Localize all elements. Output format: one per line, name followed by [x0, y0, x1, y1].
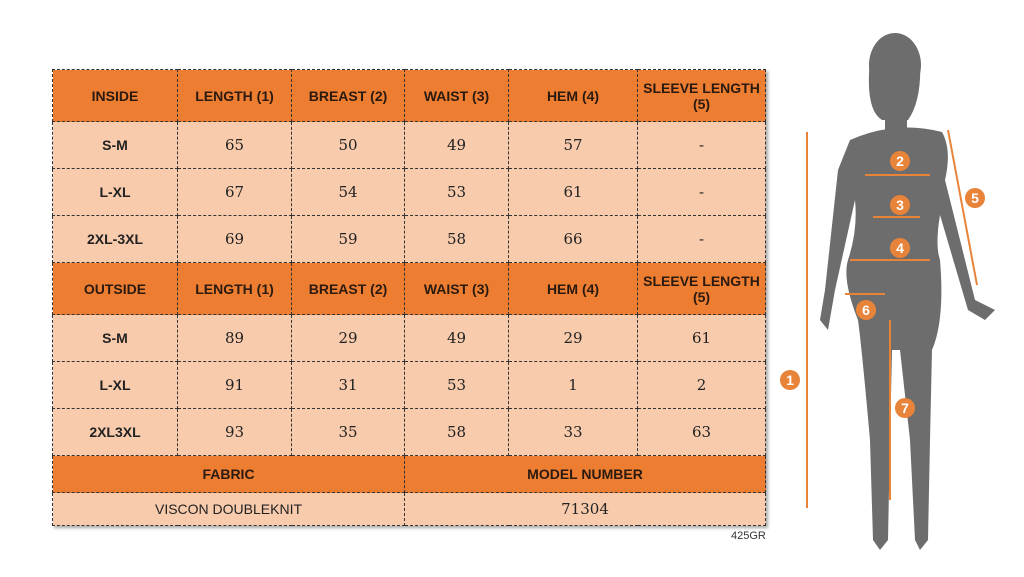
svg-text:5: 5	[971, 190, 979, 206]
column-header: OUTSIDE	[52, 262, 178, 315]
table-cell: 67	[177, 168, 292, 216]
table-cell: 31	[291, 361, 405, 409]
svg-text:7: 7	[901, 400, 909, 416]
table-cell: 58	[404, 408, 509, 456]
size-chart-table: INSIDE LENGTH (1) BREAST (2) WAIST (3) HEM (…	[52, 69, 766, 526]
table-cell: 89	[177, 314, 292, 362]
table-cell: 58	[404, 215, 509, 263]
table-cell: 33	[508, 408, 638, 456]
fabric-header: FABRIC	[52, 455, 405, 493]
model-number-header: MODEL NUMBER	[404, 455, 766, 493]
table-cell: 50	[291, 121, 405, 169]
fabric-value: VISCON DOUBLEKNIT	[52, 492, 405, 526]
table-cell: 66	[508, 215, 638, 263]
table-cell: 29	[508, 314, 638, 362]
column-header: INSIDE	[52, 69, 178, 122]
size-label: S-M	[52, 314, 178, 362]
header-row: OUTSIDE LENGTH (1) BREAST (2) WAIST (3) HEM …	[52, 262, 766, 315]
table-cell: 1	[508, 361, 638, 409]
table-cell: 57	[508, 121, 638, 169]
svg-text:2: 2	[896, 153, 904, 169]
table-cell: 63	[637, 408, 766, 456]
table-row: L-XL 67 54 53 61-	[52, 168, 766, 216]
marker-6: 6	[856, 300, 876, 320]
size-label: S-M	[52, 121, 178, 169]
table-row: S-M 65 50 49 57-	[52, 121, 766, 169]
column-header: LENGTH (1)	[177, 262, 292, 315]
size-label: L-XL	[52, 361, 178, 409]
svg-text:3: 3	[896, 197, 904, 213]
table-cell: 2	[637, 361, 766, 409]
table-cell: 35	[291, 408, 405, 456]
table-row: S-M 89 29 49 29 61	[52, 314, 766, 362]
svg-text:4: 4	[896, 240, 904, 256]
column-header: SLEEVE LENGTH (5)	[637, 69, 766, 122]
column-header: WAIST (3)	[404, 69, 509, 122]
product-code: 425GR	[731, 530, 766, 542]
table-cell: 29	[291, 314, 405, 362]
table-cell: 53	[404, 168, 509, 216]
marker-4: 4	[890, 238, 910, 258]
body-measurement-figure: 1 2 3 4 5 6 7	[780, 33, 995, 550]
column-header: BREAST (2)	[291, 69, 405, 122]
table-cell: 49	[404, 121, 509, 169]
marker-7: 7	[895, 398, 915, 418]
marker-3: 3	[890, 195, 910, 215]
table-cell: 61	[637, 314, 766, 362]
size-label: L-XL	[52, 168, 178, 216]
table-cell: 53	[404, 361, 509, 409]
header-row: INSIDE LENGTH (1) BREAST (2) WAIST (3) HEM (…	[52, 69, 766, 122]
table-cell: 91	[177, 361, 292, 409]
table-row: VISCON DOUBLEKNIT 71304	[52, 492, 766, 526]
column-header: BREAST (2)	[291, 262, 405, 315]
table-row: 2XL-3XL 69 59 58 66-	[52, 215, 766, 263]
table-cell: 65	[177, 121, 292, 169]
marker-5: 5	[965, 188, 985, 208]
table-cell: 93	[177, 408, 292, 456]
svg-text:1: 1	[786, 372, 794, 388]
marker-1: 1	[780, 370, 800, 390]
size-label: 2XL3XL	[52, 408, 178, 456]
table-cell: 59	[291, 215, 405, 263]
header-row: FABRIC MODEL NUMBER	[52, 455, 766, 493]
table-cell: 49	[404, 314, 509, 362]
table-cell: 54	[291, 168, 405, 216]
table-row: 2XL3XL 93 35 58 33 63	[52, 408, 766, 456]
column-header: HEM (4)	[508, 69, 638, 122]
column-header: WAIST (3)	[404, 262, 509, 315]
measurement-markers: 1 2 3 4 5 6 7	[780, 151, 985, 418]
model-number-value: 71304	[404, 492, 766, 526]
size-label: 2XL-3XL	[52, 215, 178, 263]
svg-text:6: 6	[862, 302, 870, 318]
column-header: LENGTH (1)	[177, 69, 292, 122]
column-header: SLEEVE LENGTH (5)	[637, 262, 766, 315]
column-header: HEM (4)	[508, 262, 638, 315]
silhouette	[820, 33, 995, 550]
table-cell: -	[637, 215, 766, 263]
marker-2: 2	[890, 151, 910, 171]
table-cell: 61	[508, 168, 638, 216]
table-row: L-XL 91 31 53 1 2	[52, 361, 766, 409]
table-cell: -	[637, 168, 766, 216]
table-cell: -	[637, 121, 766, 169]
table-cell: 69	[177, 215, 292, 263]
